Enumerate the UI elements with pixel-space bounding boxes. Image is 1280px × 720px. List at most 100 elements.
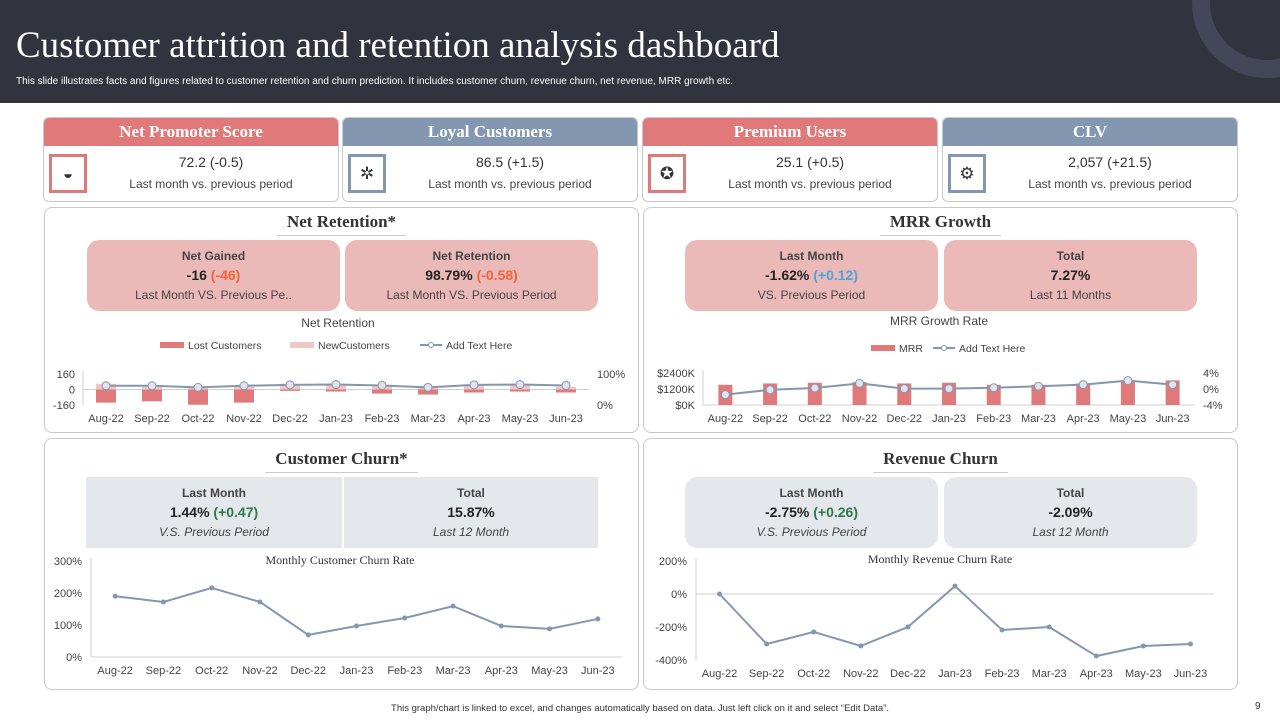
x-tick-label: Sep-22 [134,413,169,425]
box-subtext: V.S. Previous Period [159,525,269,539]
line-point [239,381,249,391]
legend-swatch [160,342,184,348]
x-tick-label: Nov-22 [242,665,277,677]
line-point [469,380,479,390]
x-tick-label: Feb-23 [387,665,422,677]
legend-swatch-marker [941,345,947,351]
box-heading: Total [1056,249,1085,263]
y-tick-label: -200% [655,622,687,634]
header: Customer attrition and retention analysi… [0,0,1280,103]
x-tick-label: Apr-23 [1080,668,1113,680]
kpi-label: Last month vs. previous period [129,177,293,191]
kpi-label: Last month vs. previous period [728,177,892,191]
box-delta: (+0.47) [213,504,259,520]
kpi-label: Last month vs. previous period [1028,177,1192,191]
revenue-churn-panel: Revenue Churn Last Month -2.75% (+0.26) … [643,438,1238,690]
line-point [811,629,817,635]
box-subtext: VS. Previous Period [757,288,866,302]
x-tick-label: Mar-23 [1032,668,1067,680]
legend-label: NewCustomers [318,340,390,352]
x-tick-label: Dec-22 [887,413,922,425]
bar-lost-customers [96,389,116,403]
y-tick-label: $0K [675,400,695,412]
y2-tick-label: 0% [1203,384,1219,396]
box-heading: Total [1056,486,1085,500]
x-tick-label: Jan-23 [938,668,972,680]
box-subtext: Last 12 Month [1032,525,1109,539]
box-heading: Net Retention [432,249,511,263]
kpi-value: 25.1 (+0.5) [775,154,845,170]
box-value: 7.27% [1050,267,1091,283]
bar-lost-customers [372,389,392,394]
x-tick-label: Nov-22 [842,413,877,425]
line-point [858,643,864,649]
bar-lost-customers [418,389,438,395]
bar-lost-customers [326,389,346,392]
x-tick-label: Mar-23 [1021,413,1056,425]
x-tick-label: Dec-22 [290,665,325,677]
y2-tick-label: 100% [597,369,625,381]
line-point [1168,380,1178,390]
x-tick-label: Jun-23 [549,413,583,425]
line-point [354,623,359,629]
kpi-title: Premium Users [643,118,937,146]
revenue-last-month-box: Last Month -2.75% (+0.26) V.S. Previous … [685,477,938,548]
kpi-card-loyal-customers: Loyal Customers ✲ 86.5 (+1.5) Last month… [342,117,638,202]
line-point [764,641,770,647]
line-point [1123,376,1133,386]
x-tick-label: Dec-22 [272,413,307,425]
line-point [765,385,775,395]
legend-swatch-marker [428,342,434,348]
mrr-total-box: Total 7.27% Last 11 Months [944,240,1197,311]
y-tick-label: 0 [69,385,75,397]
kpi-value: 86.5 (+1.5) [475,154,545,170]
x-tick-label: Sep-22 [752,413,787,425]
page-title: Customer attrition and retention analysi… [16,25,780,66]
award-ribbon-icon: ✪ [648,154,686,193]
x-tick-label: Jan-23 [340,665,374,677]
x-tick-label: Apr-23 [1067,413,1100,425]
box-delta: (-46) [210,267,241,283]
line-point [899,384,909,394]
box-subtext: Last 11 Months [1029,288,1112,302]
y-tick-label: 200% [54,588,82,600]
y-tick-label: 300% [54,556,82,568]
box-heading: Total [457,486,485,500]
line-point [112,593,118,599]
bar-lost-customers [556,389,576,393]
mrr-growth-panel: MRR Growth Last Month -1.62% (+0.12) VS.… [643,207,1238,433]
line-point [595,616,601,622]
x-tick-label: Mar-23 [411,413,446,425]
speedometer-icon: ◒ [49,154,87,193]
y-tick-label: $1200K [657,384,696,396]
line-point [944,384,954,394]
line-point [160,599,166,605]
y2-tick-label: -4% [1203,400,1223,412]
line-point [1078,380,1088,390]
x-tick-label: Oct-22 [798,413,831,425]
x-tick-label: Nov-22 [843,668,878,680]
kpi-title: Net Promoter Score [44,118,338,146]
y-tick-label: 160 [57,369,75,381]
y-tick-label: 100% [54,620,82,632]
x-tick-label: Aug-22 [97,665,132,677]
kpi-title: CLV [943,118,1237,146]
bar-lost-customers [280,389,300,391]
box-subtext: Last Month VS. Previous Period [386,288,557,302]
net-retention-panel: Net Retention* Net Gained -16 (-46) Last… [44,207,639,433]
x-tick-label: Jan-23 [932,413,966,425]
line-point [1093,653,1099,659]
bar-lost-customers [510,389,530,392]
x-tick-label: Jan-23 [319,413,353,425]
bar-lost-customers [234,389,254,403]
x-tick-label: Feb-23 [976,413,1011,425]
x-tick-label: Aug-22 [702,668,737,680]
box-heading: Net Gained [181,249,246,263]
page-subtitle: This slide illustrates facts and figures… [16,76,734,87]
x-tick-label: May-23 [531,665,568,677]
box-subtext: Last 12 Month [432,525,510,539]
churn-last-month-box: Last Month 1.44% (+0.47) V.S. Previous P… [86,477,342,548]
box-value: 15.87% [447,504,495,520]
box-value: -16 [186,267,207,283]
